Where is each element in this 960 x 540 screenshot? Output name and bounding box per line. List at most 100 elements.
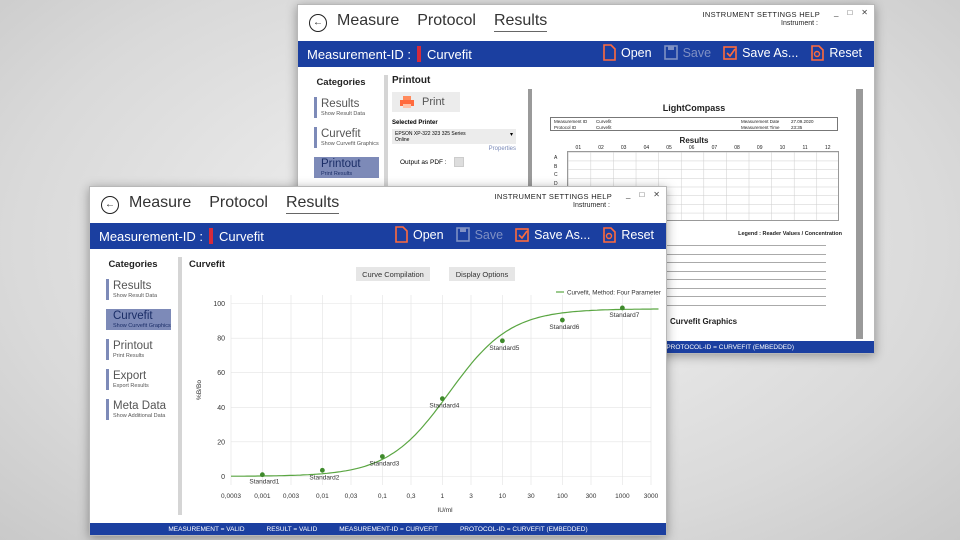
sidebar-item-printout[interactable]: Printout Print Results bbox=[314, 157, 379, 178]
tab-results[interactable]: Results bbox=[285, 194, 340, 214]
top-menu[interactable]: INSTRUMENT SETTINGS HELP bbox=[494, 192, 612, 201]
preview-col-04: 04 bbox=[643, 145, 650, 151]
back-button[interactable]: ← bbox=[101, 196, 119, 214]
preview-meta: Measurement ID Curvefit Protocol ID Curv… bbox=[550, 117, 838, 131]
x-tick-label: 0,0003 bbox=[221, 493, 241, 500]
top-menu[interactable]: INSTRUMENT SETTINGS HELP bbox=[702, 10, 820, 19]
preview-col-12: 12 bbox=[824, 145, 831, 151]
preview-row-D: D bbox=[554, 181, 558, 188]
data-point-standard1 bbox=[259, 472, 265, 478]
y-tick-label: 20 bbox=[217, 439, 225, 446]
curvefit-title: Curvefit bbox=[189, 259, 225, 270]
y-tick-label: 100 bbox=[213, 301, 225, 308]
data-point-standard6 bbox=[559, 317, 565, 323]
window-controls: _ □ ✕ bbox=[834, 8, 868, 17]
printer-icon bbox=[400, 96, 414, 108]
sidebar-item-curvefit[interactable]: Curvefit Show Curvefit Graphics bbox=[314, 127, 379, 148]
reset-button[interactable]: Reset bbox=[602, 226, 654, 243]
open-button[interactable]: Open bbox=[602, 44, 652, 61]
display-options-button[interactable]: Display Options bbox=[449, 267, 515, 281]
save-button[interactable]: Save bbox=[455, 226, 503, 243]
sidebar-item-meta-data[interactable]: Meta Data Show Additional Data bbox=[106, 399, 171, 420]
printout-title: Printout bbox=[392, 75, 431, 86]
preview-col-03: 03 bbox=[620, 145, 627, 151]
toolbar-actions: Open Save Save As... Reset bbox=[394, 226, 654, 243]
data-point-standard4 bbox=[439, 396, 445, 402]
preview-column-headers: 01 02 03 04 05 06 07 08 09 10 11 12 bbox=[567, 145, 839, 151]
measurement-marker bbox=[417, 46, 422, 62]
point-label: Standard1 bbox=[249, 479, 279, 486]
save-disk-icon bbox=[455, 227, 470, 242]
data-point-standard3 bbox=[379, 454, 385, 459]
preview-col-02: 02 bbox=[598, 145, 604, 151]
measurement-id-value: Curvefit bbox=[219, 228, 264, 244]
legend-label: Curvefit, Method: Four Parameter bbox=[567, 290, 661, 297]
save-button[interactable]: Save bbox=[663, 44, 711, 61]
preview-col-07: 07 bbox=[711, 145, 718, 151]
sidebar-item-results[interactable]: Results Show Result Data bbox=[314, 97, 379, 118]
arrow-left-icon: ← bbox=[105, 199, 115, 210]
sidebar-divider bbox=[178, 257, 182, 515]
preview-title: LightCompass bbox=[662, 103, 726, 113]
output-pdf-row: Output as PDF : bbox=[392, 157, 522, 167]
data-point-standard7 bbox=[619, 305, 625, 311]
measurement-bar: Measurement-ID : Curvefit Open Save Save… bbox=[298, 41, 874, 67]
point-label: Standard6 bbox=[549, 324, 579, 331]
maximize-icon[interactable]: □ bbox=[639, 190, 645, 199]
close-icon[interactable]: ✕ bbox=[653, 190, 660, 199]
tab-measure[interactable]: Measure bbox=[337, 12, 400, 29]
close-icon[interactable]: ✕ bbox=[861, 8, 868, 17]
maximize-icon[interactable]: □ bbox=[847, 8, 853, 17]
measurement-id-value: Curvefit bbox=[427, 46, 472, 62]
status-bar: MEASUREMENT = VALID RESULT = VALID MEASU… bbox=[90, 523, 666, 535]
title-bar: ← Measure Protocol Results INSTRUMENT SE… bbox=[90, 187, 666, 222]
x-tick-label: 1000 bbox=[615, 493, 630, 500]
open-button[interactable]: Open bbox=[394, 226, 444, 243]
tab-results[interactable]: Results bbox=[493, 12, 548, 32]
y-axis-label: %B/Bo bbox=[196, 380, 203, 400]
data-point-standard5 bbox=[499, 338, 505, 344]
x-tick-label: 100 bbox=[557, 493, 568, 500]
fit-curve-line bbox=[231, 308, 659, 477]
curvefit-chart[interactable]: 0 20 40 60 80 100 0,0003 0,001 0,003 0,01 0,03 0,1 0… bbox=[189, 287, 661, 515]
window-controls: _ □ ✕ bbox=[626, 190, 660, 199]
sidebar-item-results[interactable]: Results Show Result Data bbox=[106, 279, 171, 300]
tab-protocol[interactable]: Protocol bbox=[417, 12, 476, 29]
tab-protocol[interactable]: Protocol bbox=[209, 194, 268, 211]
back-button[interactable]: ← bbox=[309, 14, 327, 32]
tab-measure[interactable]: Measure bbox=[129, 194, 192, 211]
sidebar-item-export[interactable]: Export Export Results bbox=[106, 369, 171, 390]
sidebar-item-curvefit[interactable]: Curvefit Show Curvefit Graphics bbox=[106, 309, 171, 330]
y-tick-label: 0 bbox=[221, 474, 225, 481]
status-measurement-id: MEASUREMENT-ID = CURVEFIT bbox=[339, 525, 438, 533]
x-tick-label: 0,03 bbox=[345, 493, 358, 500]
save-as-button[interactable]: Save As... bbox=[723, 44, 798, 61]
properties-link[interactable]: Properties bbox=[488, 146, 516, 152]
preview-legend: Legend : Reader Values / Concentration bbox=[738, 231, 842, 237]
y-tick-label: 80 bbox=[217, 336, 225, 343]
preview-col-01: 01 bbox=[575, 145, 582, 151]
minimize-icon[interactable]: _ bbox=[626, 190, 631, 199]
reset-button[interactable]: Reset bbox=[810, 44, 862, 61]
save-as-button[interactable]: Save As... bbox=[515, 226, 590, 243]
output-pdf-checkbox[interactable] bbox=[453, 157, 464, 167]
save-as-icon bbox=[515, 228, 529, 242]
print-button[interactable]: Print bbox=[392, 92, 460, 112]
point-label: Standard4 bbox=[429, 403, 459, 410]
sidebar-heading: Categories bbox=[316, 77, 366, 88]
preview-row-A: A bbox=[554, 155, 558, 161]
measurement-id-label: Measurement-ID : bbox=[307, 46, 412, 62]
x-tick-label: 0,003 bbox=[283, 493, 300, 500]
title-bar: ← Measure Protocol Results INSTRUMENT SE… bbox=[298, 5, 874, 40]
minimize-icon[interactable]: _ bbox=[834, 8, 839, 17]
x-tick-label: 0,01 bbox=[316, 493, 329, 500]
curve-compilation-button[interactable]: Curve Compilation bbox=[356, 267, 430, 281]
printer-select[interactable]: EPSON XP-322 323 325 Series Online bbox=[392, 129, 516, 144]
status-measurement: MEASUREMENT = VALID bbox=[168, 525, 245, 533]
y-tick-label: 40 bbox=[217, 405, 225, 412]
x-tick-label: 1 bbox=[441, 493, 445, 500]
selected-printer-label: Selected Printer bbox=[392, 120, 438, 126]
instrument-label: Instrument : bbox=[781, 20, 818, 27]
reset-gear-icon bbox=[603, 227, 617, 243]
sidebar-item-printout[interactable]: Printout Print Results bbox=[106, 339, 171, 360]
